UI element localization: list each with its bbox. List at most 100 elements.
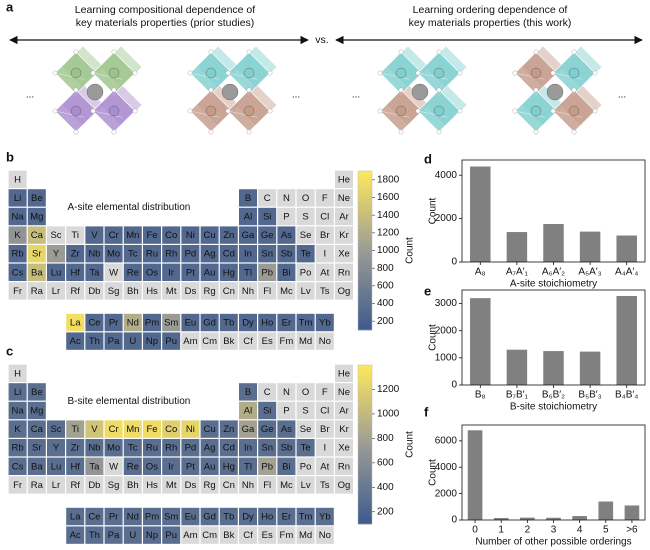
element-cell	[27, 383, 46, 401]
b-site-atom	[108, 105, 120, 117]
element-symbol: He	[338, 368, 350, 379]
y-tick-label: 1000	[435, 352, 458, 363]
colorbar-segment	[358, 367, 372, 371]
b-site-atom	[433, 67, 445, 79]
element-symbol: Rf	[70, 286, 80, 297]
element-symbol: Si	[263, 406, 271, 417]
element-cell	[315, 439, 334, 457]
x-axis-label: A-site stoichiometry	[510, 279, 597, 290]
element-cell	[296, 420, 315, 438]
anion	[571, 87, 577, 93]
element-cell	[277, 313, 296, 332]
element-symbol: Mc	[280, 480, 293, 491]
element-cell	[277, 401, 296, 420]
element-cell	[143, 457, 161, 475]
bar	[579, 351, 601, 385]
element-symbol: At	[320, 461, 329, 472]
colorbar-segment	[358, 365, 372, 369]
element-symbol: Lu	[51, 461, 62, 472]
bar	[616, 295, 637, 385]
element-symbol: Mt	[166, 480, 177, 491]
element-symbol: La	[70, 318, 81, 329]
element-cell	[123, 332, 142, 350]
element-cell	[277, 189, 296, 207]
anion	[415, 70, 421, 76]
colorbar-segment	[358, 433, 372, 437]
element-symbol: Na	[12, 212, 25, 223]
element-symbol: Ag	[204, 249, 216, 260]
element-symbol: Be	[31, 193, 43, 204]
colorbar-tick-label: 1800	[377, 174, 400, 185]
ellipsis: ...	[26, 90, 34, 101]
element-cell	[143, 282, 161, 300]
ellipsis: ...	[352, 90, 360, 101]
element-symbol: Cu	[204, 230, 216, 241]
element-cell	[47, 476, 65, 494]
colorbar-segment	[358, 513, 372, 517]
colorbar-segment	[358, 303, 372, 307]
colorbar-segment	[358, 327, 372, 331]
element-cell	[47, 263, 65, 281]
vs-text: vs.	[315, 34, 328, 46]
panel-label: f	[424, 404, 429, 419]
bar	[506, 232, 528, 262]
element-symbol: Db	[88, 480, 100, 491]
element-symbol: Si	[263, 212, 271, 223]
element-symbol: Xe	[338, 443, 350, 454]
b-site-atom	[205, 105, 217, 117]
y-tick-label: 2000	[435, 488, 458, 499]
y-tick-label: 2000	[435, 213, 458, 224]
colorbar-tick-label: 1200	[377, 384, 400, 395]
x-axis-label: Number of other possible orderings	[475, 537, 631, 548]
anion	[267, 108, 273, 114]
element-cell	[315, 189, 334, 207]
element-cell	[66, 439, 85, 457]
element-symbol: Ra	[31, 480, 44, 491]
colorbar-segment	[358, 428, 372, 432]
element-symbol: Tl	[244, 461, 252, 472]
element-cell	[239, 332, 257, 350]
element-symbol: Ge	[261, 230, 274, 241]
header-text: Learning ordering dependence of	[413, 4, 568, 16]
element-symbol: Tm	[299, 318, 313, 329]
element-cell	[123, 420, 142, 438]
element-symbol: F	[322, 387, 328, 398]
colorbar-segment	[358, 500, 372, 504]
element-cell	[258, 420, 277, 438]
colorbar-tick-label: 600	[377, 457, 394, 468]
anion	[512, 70, 518, 76]
element-cell	[27, 207, 46, 226]
element-cell	[181, 282, 200, 300]
anion	[550, 70, 556, 76]
element-symbol: Rb	[12, 249, 24, 260]
element-symbol: Li	[14, 193, 21, 204]
bar	[579, 231, 601, 262]
colorbar-segment	[358, 447, 372, 451]
element-cell	[277, 383, 296, 401]
element-symbol: N	[283, 387, 290, 398]
element-symbol: Pt	[186, 461, 195, 472]
colorbar-segment	[358, 380, 372, 384]
element-cell	[143, 507, 161, 526]
element-cell	[104, 457, 123, 475]
element-cell	[315, 263, 334, 281]
anion	[132, 108, 138, 114]
element-symbol: Mn	[126, 424, 139, 435]
colorbar-tick-label: 400	[377, 482, 394, 493]
panel-label: a	[6, 0, 14, 14]
element-cell	[47, 439, 65, 457]
element-cell	[335, 170, 353, 188]
element-cell	[181, 439, 200, 457]
element-cell	[335, 457, 353, 475]
element-symbol: Ti	[71, 230, 79, 241]
element-symbol: Dy	[242, 512, 254, 523]
element-cell	[123, 526, 142, 544]
colorbar-label: Count	[405, 237, 416, 264]
colorbar-segment	[358, 508, 372, 512]
element-symbol: Al	[244, 212, 252, 223]
colorbar-segment	[358, 486, 372, 490]
element-cell	[258, 457, 277, 475]
anion	[246, 49, 252, 55]
colorbar-segment	[358, 476, 372, 480]
element-cell	[27, 245, 46, 263]
